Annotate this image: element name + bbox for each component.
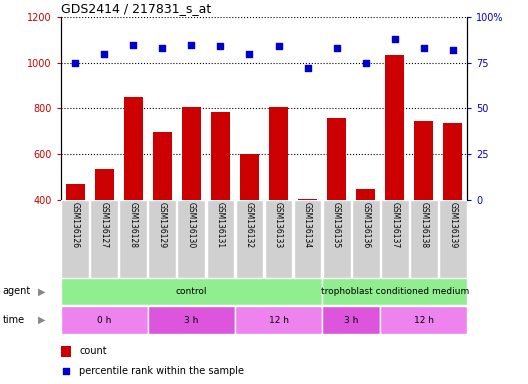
Text: GSM136138: GSM136138 (419, 202, 428, 248)
Point (275, 43, 283, 50)
Bar (322, 306, 380, 334)
Point (158, 45, 167, 51)
FancyBboxPatch shape (61, 200, 89, 278)
FancyBboxPatch shape (90, 200, 118, 278)
Text: GSM136131: GSM136131 (216, 202, 225, 248)
FancyBboxPatch shape (177, 200, 205, 278)
FancyBboxPatch shape (352, 200, 380, 278)
Text: GSM136137: GSM136137 (390, 202, 399, 248)
Bar (61, 306, 148, 334)
Point (245, 51, 254, 57)
Text: GSM136134: GSM136134 (303, 202, 312, 248)
Point (303, 65, 312, 71)
Point (449, 47, 457, 53)
Bar (327, 118, 346, 200)
Text: GSM136130: GSM136130 (187, 202, 196, 248)
Text: percentile rank within the sample: percentile rank within the sample (79, 366, 244, 376)
Point (187, 41, 196, 48)
Bar (385, 55, 404, 200)
Point (71, 60, 80, 66)
FancyBboxPatch shape (439, 200, 467, 278)
FancyBboxPatch shape (294, 200, 322, 278)
Point (129, 41, 138, 48)
Text: ▶: ▶ (38, 315, 45, 325)
FancyBboxPatch shape (148, 200, 176, 278)
Bar (380, 306, 467, 334)
Bar (269, 108, 288, 200)
Text: GSM136129: GSM136129 (158, 202, 167, 248)
Bar (61, 278, 322, 305)
Text: GSM136135: GSM136135 (332, 202, 341, 248)
Bar (61, 346, 71, 357)
Text: ▶: ▶ (38, 286, 45, 296)
Point (333, 45, 341, 51)
Bar (124, 97, 143, 200)
Point (391, 36, 399, 42)
Bar (153, 132, 172, 200)
FancyBboxPatch shape (235, 200, 263, 278)
FancyBboxPatch shape (323, 200, 351, 278)
FancyBboxPatch shape (381, 200, 409, 278)
Bar (298, 199, 317, 200)
Bar (211, 112, 230, 200)
FancyBboxPatch shape (265, 200, 293, 278)
Bar (356, 189, 375, 200)
Text: GSM136126: GSM136126 (71, 202, 80, 248)
FancyBboxPatch shape (206, 200, 234, 278)
Text: GSM136136: GSM136136 (361, 202, 370, 248)
Text: 0 h: 0 h (97, 316, 111, 325)
FancyBboxPatch shape (119, 200, 147, 278)
Text: count: count (79, 346, 107, 356)
Bar (414, 121, 433, 200)
Bar (240, 154, 259, 200)
Text: agent: agent (3, 286, 31, 296)
FancyBboxPatch shape (410, 200, 438, 278)
Bar (148, 306, 235, 334)
Text: GSM136132: GSM136132 (245, 202, 254, 248)
Bar (235, 306, 322, 334)
Text: GSM136133: GSM136133 (274, 202, 283, 248)
Text: GSM136127: GSM136127 (100, 202, 109, 248)
Bar (66, 184, 84, 200)
Point (100, 51, 109, 57)
Text: 12 h: 12 h (269, 316, 288, 325)
Text: GDS2414 / 217831_s_at: GDS2414 / 217831_s_at (61, 2, 211, 15)
Text: GSM136128: GSM136128 (129, 202, 138, 248)
Point (420, 45, 428, 51)
Point (62, 367, 70, 374)
Text: 3 h: 3 h (184, 316, 199, 325)
Bar (182, 107, 201, 200)
Text: GSM136139: GSM136139 (448, 202, 457, 248)
Text: trophoblast conditioned medium: trophoblast conditioned medium (320, 287, 469, 296)
Text: 12 h: 12 h (414, 316, 433, 325)
Text: 3 h: 3 h (344, 316, 359, 325)
Text: time: time (3, 315, 25, 325)
Bar (322, 278, 467, 305)
Point (361, 60, 370, 66)
Bar (444, 123, 462, 200)
Bar (95, 169, 114, 200)
Point (216, 43, 225, 50)
Text: control: control (176, 287, 207, 296)
